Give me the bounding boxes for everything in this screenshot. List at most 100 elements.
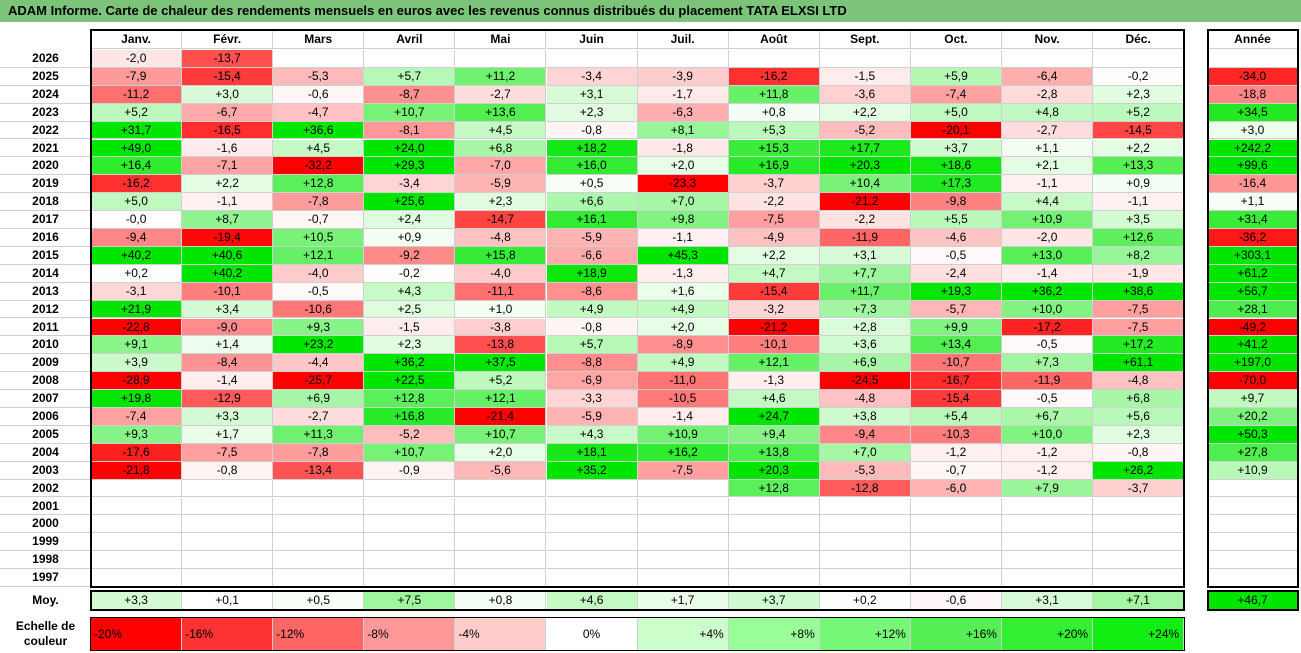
heatmap-cell: +10,4 (819, 175, 911, 194)
heatmap-cell: -10,3 (910, 425, 1002, 444)
year-label: 2014 (0, 265, 91, 283)
heatmap-cell: +5,6 (1093, 408, 1185, 426)
heatmap-cell: +4,5 (273, 139, 365, 158)
heatmap-cell (91, 497, 183, 516)
heatmap-cell: -3,9 (637, 67, 729, 86)
heatmap-cell: +40,6 (182, 246, 274, 265)
year-label: 2018 (0, 193, 91, 212)
heatmap-cell: -9,4 (819, 425, 911, 444)
heatmap-cell (364, 50, 456, 68)
year-label: 2011 (0, 319, 91, 337)
heatmap-cell: +11,7 (819, 282, 911, 301)
heatmap-cell: -20,1 (910, 121, 1002, 140)
heatmap-cell: -24,5 (819, 372, 911, 391)
heatmap-cell: -4,8 (455, 229, 547, 247)
heatmap-cell: -0,8 (546, 121, 638, 140)
heatmap-cell: -16,5 (182, 121, 274, 140)
year-label: 2002 (0, 480, 91, 498)
heatmap-cell: +5,7 (546, 336, 638, 355)
year-label: 2003 (0, 462, 91, 480)
heatmap-cell: -2,7 (1002, 121, 1094, 140)
heatmap-cell: -7,8 (273, 443, 365, 462)
heatmap-cell: -15,4 (728, 282, 820, 301)
heatmap-cell: +9,3 (91, 425, 183, 444)
heatmap-cell: -2,2 (819, 211, 911, 229)
annual-cell: +34,5 (1208, 103, 1298, 122)
heatmap-cell: -8,6 (546, 282, 638, 301)
year-label: 2004 (0, 444, 91, 462)
heatmap-cell: +4,3 (364, 282, 456, 301)
heatmap-cell: -5,7 (910, 300, 1002, 319)
heatmap-cell: -11,2 (91, 85, 183, 104)
heatmap-cell: +1,7 (182, 425, 274, 444)
heatmap-cell: +5,7 (364, 67, 456, 86)
heatmap-cell: -5,9 (455, 175, 547, 194)
heatmap-cell (1002, 50, 1094, 68)
heatmap-cell: +2,3 (364, 336, 456, 355)
heatmap-cell: +1,6 (637, 282, 729, 301)
annual-cell (1208, 50, 1298, 68)
color-scale-swatch: -12% (273, 618, 365, 650)
heatmap-cell: -2,0 (1002, 229, 1094, 247)
heatmap-cell: +17,2 (1093, 336, 1185, 355)
heatmap-cell: +5,4 (910, 408, 1002, 426)
heatmap-cell: +2,2 (182, 175, 274, 194)
heatmap-cell: +8,2 (1093, 246, 1185, 265)
heatmap-cell: -5,9 (546, 408, 638, 426)
heatmap-cell: +7,7 (819, 264, 911, 283)
heatmap-cell: -7,9 (91, 67, 183, 86)
heatmap-cell: +9,9 (910, 318, 1002, 337)
heatmap-cell: +0,5 (546, 175, 638, 194)
average-cell: +7,1 (1093, 591, 1185, 610)
heatmap-cell: -5,3 (273, 67, 365, 86)
heatmap-cell: -1,3 (637, 264, 729, 283)
month-header: Sept. (819, 30, 911, 49)
year-label: 2017 (0, 211, 91, 229)
heatmap-cell: +61,1 (1093, 354, 1185, 373)
heatmap-cell: +36,2 (1002, 282, 1094, 301)
heatmap-cell (273, 479, 365, 498)
year-label: 2009 (0, 354, 91, 373)
heatmap-cell: -0,0 (91, 211, 183, 229)
month-header: Avril (364, 30, 456, 49)
heatmap-cell: +4,5 (455, 121, 547, 140)
heatmap-cell: -15,4 (910, 390, 1002, 408)
heatmap-cell: -4,7 (273, 103, 365, 122)
heatmap-cell: +13,4 (910, 336, 1002, 355)
heatmap-cell (728, 497, 820, 516)
heatmap-cell (728, 533, 820, 552)
heatmap-cell: +5,0 (910, 103, 1002, 122)
heatmap-cell: +0,8 (728, 103, 820, 122)
heatmap-cell: -10,7 (910, 354, 1002, 373)
annual-cell (1208, 569, 1298, 587)
heatmap-cell: +5,2 (1093, 103, 1185, 122)
heatmap-cell: -6,4 (1002, 67, 1094, 86)
annual-cell: +27,8 (1208, 443, 1298, 462)
heatmap-cell: +3,5 (1093, 211, 1185, 229)
heatmap-cell (910, 497, 1002, 516)
heatmap-cell: -10,1 (182, 282, 274, 301)
year-label: 2020 (0, 157, 91, 176)
color-scale-swatch: 0% (546, 618, 638, 650)
heatmap-cell (1002, 515, 1094, 534)
heatmap-cell: -8,9 (637, 336, 729, 355)
heatmap-cell: +3,1 (546, 85, 638, 104)
heatmap-cell: -16,2 (91, 175, 183, 194)
heatmap-cell: -21,2 (728, 318, 820, 337)
annual-cell: -36,2 (1208, 229, 1298, 247)
heatmap-cell: +9,4 (728, 425, 820, 444)
heatmap-cell (455, 50, 547, 68)
average-cell: +4,6 (546, 591, 638, 610)
heatmap-cell: -11,9 (1002, 372, 1094, 391)
average-cell: +1,7 (637, 591, 729, 610)
heatmap-cell: +18,9 (546, 264, 638, 283)
heatmap-cell (819, 515, 911, 534)
heatmap-cell (364, 533, 456, 552)
heatmap-cell: +10,7 (455, 425, 547, 444)
heatmap-cell (546, 479, 638, 498)
heatmap-cell: +4,9 (637, 300, 729, 319)
color-scale-label: Echelle de couleur (0, 619, 91, 649)
heatmap-cell: +16,1 (546, 211, 638, 229)
color-scale-swatch: -4% (455, 618, 547, 650)
heatmap-cell: -8,7 (364, 85, 456, 104)
